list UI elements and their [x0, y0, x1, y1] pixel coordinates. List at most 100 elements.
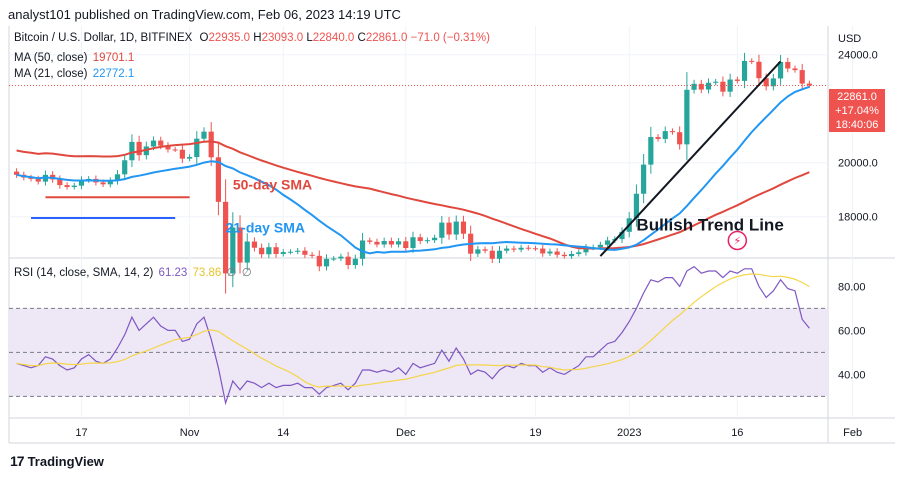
candle-body — [251, 241, 258, 248]
candle-body — [532, 248, 539, 250]
candle-body — [114, 174, 121, 181]
high-label: H — [253, 32, 262, 44]
footer-brand: TradingView — [27, 453, 104, 469]
candle-body — [35, 178, 41, 182]
candle-body — [230, 227, 236, 274]
candle-body — [194, 138, 200, 158]
rsi-legend[interactable]: RSI (14, close, SMA, 14, 2) 61.23 73.86 … — [14, 265, 252, 279]
ma21-legend[interactable]: MA (21, close) 22772.1 — [14, 68, 134, 80]
symbol-legend[interactable]: Bitcoin / U.S. Dollar, 1D, BITFINEX O229… — [14, 32, 490, 44]
candle-body — [489, 250, 495, 259]
candle-body — [71, 185, 77, 187]
x-tick-label: 19 — [529, 427, 541, 439]
rsi-tick-label: 40.00 — [838, 369, 866, 381]
candle-body — [496, 250, 503, 259]
candle-body — [482, 249, 488, 251]
ma50-label: MA (50, close) — [14, 52, 88, 64]
candle-body — [605, 240, 611, 245]
y-tick-label: 20000.0 — [838, 158, 878, 170]
candle-body — [619, 231, 625, 240]
candle-body — [734, 79, 740, 81]
candle-body — [792, 68, 798, 71]
candle-body — [720, 81, 726, 92]
candle-body — [57, 179, 63, 186]
ma21-value: 22772.1 — [92, 68, 135, 80]
candle-body — [446, 222, 452, 235]
candle-body — [323, 258, 330, 267]
candle-body — [28, 177, 34, 179]
candle-body — [432, 237, 438, 241]
candle-body — [504, 248, 510, 251]
candle-body — [295, 250, 301, 252]
candle-body — [100, 182, 106, 185]
candle-body — [273, 247, 279, 254]
close-value: 22861.0 — [365, 32, 408, 44]
tradingview-logo[interactable]: 17 TradingView — [10, 453, 104, 469]
candle-body — [741, 60, 748, 81]
candle-body — [583, 247, 589, 253]
candle-body — [331, 258, 337, 260]
candle-body — [172, 149, 178, 151]
candle-body — [561, 254, 567, 257]
close-label: C — [357, 32, 366, 44]
candle-body — [179, 149, 185, 159]
tv-logo-icon: 17 — [10, 453, 25, 469]
rsi-value: 61.23 — [158, 267, 188, 279]
candle-body — [641, 164, 647, 194]
candle-body — [540, 248, 546, 254]
lightning-icon — [727, 230, 748, 251]
candle-body — [201, 131, 207, 139]
ma21-label: MA (21, close) — [14, 68, 88, 80]
candle-body — [749, 60, 755, 62]
x-tick-label: 2023 — [617, 427, 641, 439]
hidden-icon[interactable]: ∅ — [226, 267, 237, 279]
sma21-annotation: 21-day SMA — [226, 219, 305, 235]
x-tick-label: Dec — [396, 427, 416, 439]
candle-body — [554, 251, 560, 255]
candle-body — [374, 241, 380, 245]
low-value: 22840.0 — [312, 32, 355, 44]
ma50-legend[interactable]: MA (50, close) 19701.1 — [14, 52, 134, 64]
candle-body — [655, 137, 661, 139]
y-tick-label: 24000.0 — [838, 50, 878, 62]
candle-body — [576, 252, 582, 254]
candle-body — [727, 79, 733, 92]
candle-body — [352, 258, 358, 266]
price-change: +17.04% — [835, 105, 879, 117]
candle-body — [648, 137, 654, 165]
candle-body — [388, 241, 394, 245]
candle-body — [424, 240, 431, 242]
candle-body — [14, 171, 20, 175]
candle-body — [208, 131, 214, 158]
candle-body — [215, 157, 221, 202]
candle-body — [417, 237, 423, 241]
ma50-line — [16, 140, 810, 250]
sma50-annotation: 50-day SMA — [233, 177, 312, 193]
candle-body — [302, 250, 308, 255]
trend-annotation: Bullish Trend Line — [636, 216, 783, 235]
candle-body — [698, 83, 704, 90]
hidden-icon[interactable]: ∅ — [241, 267, 252, 279]
candle-body — [266, 247, 272, 255]
candle-body — [453, 221, 459, 235]
low-label: L — [306, 32, 313, 44]
candle-body — [381, 241, 387, 245]
candle-body — [525, 247, 531, 249]
candle-body — [756, 61, 762, 79]
high-value: 23093.0 — [261, 32, 304, 44]
x-tick-label: 16 — [731, 427, 743, 439]
symbol-name: Bitcoin / U.S. Dollar, 1D, BITFINEX — [14, 32, 193, 44]
bullish-trend-line — [599, 60, 782, 257]
candle-body — [799, 70, 805, 84]
candle-body — [64, 185, 70, 187]
candle-body — [345, 256, 351, 266]
candle-body — [280, 252, 286, 254]
candle-body — [460, 221, 467, 234]
candle-body — [713, 81, 719, 83]
candle-body — [107, 180, 113, 185]
x-tick-label: 17 — [75, 427, 87, 439]
candle-body — [129, 141, 135, 161]
candle-body — [395, 241, 402, 245]
candle-body — [316, 255, 322, 267]
